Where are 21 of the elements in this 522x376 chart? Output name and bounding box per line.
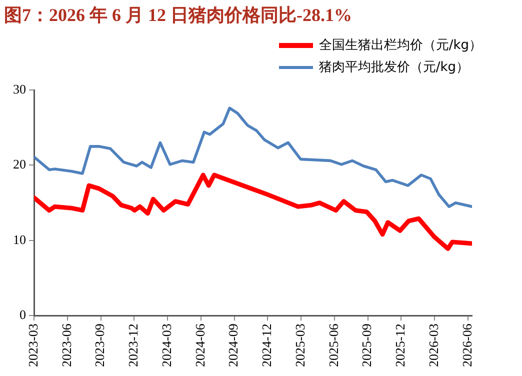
x-tick-label: 2025-12 [392, 324, 408, 368]
x-tick-label: 2025-09 [359, 324, 374, 368]
x-tick-label: 2024-03 [158, 324, 174, 368]
legend-label: 猪肉平均批发价（元/kg） [318, 59, 469, 76]
x-tick-label: 2025-06 [326, 323, 341, 368]
x-tick-label: 2023-12 [126, 324, 141, 368]
x-tick-label: 2026-06 [459, 323, 474, 368]
x-tick-label: 2023-03 [25, 324, 40, 368]
x-tick-label: 2024-12 [259, 324, 274, 368]
x-tick-label: 2023-09 [92, 324, 108, 368]
chart-title: 图7：2026 年 6 月 12 日猪肉价格同比-28.1% [3, 4, 353, 27]
y-tick-label: 20 [13, 156, 26, 172]
x-tick-label: 2026-03 [426, 324, 441, 368]
x-tick-label: 2024-06 [192, 323, 208, 368]
x-tick-label: 2024-09 [226, 324, 241, 368]
x-tick-label: 2025-03 [292, 324, 308, 368]
legend-label: 全国生猪出栏均价（元/kg） [318, 37, 482, 54]
x-tick-label: 2023-06 [58, 323, 74, 368]
y-tick-label: 10 [13, 232, 26, 247]
y-tick-label: 0 [20, 307, 26, 322]
y-tick-label: 30 [13, 81, 26, 96]
